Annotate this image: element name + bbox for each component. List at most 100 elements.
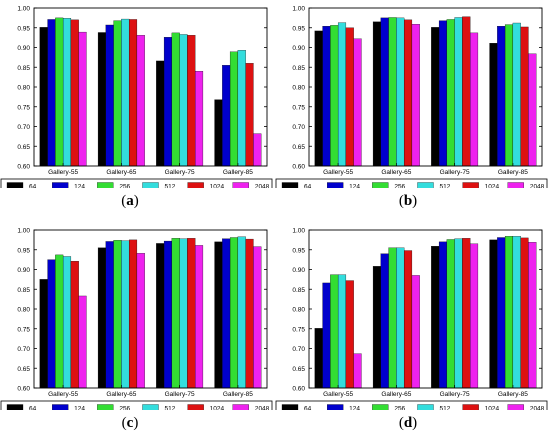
- bar-Gallery-85-2048: [528, 53, 537, 167]
- x-tick-label: Gallery-85: [223, 391, 253, 398]
- legend-swatch-1024: [187, 182, 204, 188]
- bar-Gallery-85-1024: [520, 26, 529, 167]
- bar-Gallery-65-64: [97, 32, 106, 167]
- bar-Gallery-85-512: [237, 50, 246, 167]
- bar-Gallery-55-512: [62, 256, 72, 389]
- bar-Gallery-65-64: [372, 266, 381, 389]
- bar-Gallery-55-1024: [70, 19, 79, 167]
- legend-swatch-64: [281, 404, 299, 410]
- legend-swatch-512: [417, 404, 434, 410]
- bar-Gallery-65-2048: [136, 35, 145, 167]
- bar-Gallery-65-256: [388, 247, 397, 389]
- legend-label-1024: 1024: [210, 406, 225, 411]
- bar-Gallery-75-2048: [470, 243, 479, 389]
- x-tick-label: Gallery-85: [498, 391, 528, 398]
- bar-Gallery-85-2048: [253, 133, 262, 167]
- legend-swatch-124: [52, 182, 69, 188]
- y-tick-label: 0.95: [17, 25, 30, 32]
- legend-swatch-1024: [462, 182, 479, 188]
- caption-a: (a): [121, 193, 139, 209]
- legend-label-124: 124: [74, 406, 85, 411]
- bar-Gallery-85-2048: [253, 246, 262, 389]
- x-tick-label: Gallery-65: [106, 169, 136, 176]
- caption-d: (d): [398, 415, 418, 431]
- bar-Gallery-55-512: [62, 18, 72, 167]
- plot-frame: [33, 7, 268, 167]
- legend-label-512: 512: [440, 184, 451, 189]
- legend-label-256: 256: [394, 184, 405, 189]
- legend-swatch-256: [97, 182, 114, 188]
- bar-Gallery-85-512: [512, 22, 521, 167]
- y-tick-label: 0.60: [17, 386, 30, 393]
- bar-Gallery-85-124: [222, 238, 231, 389]
- bar-Gallery-65-2048: [411, 275, 420, 389]
- bar-Gallery-55-124: [322, 282, 331, 389]
- bar-Gallery-55-1024: [345, 280, 354, 389]
- y-tick-label: 0.85: [292, 287, 305, 294]
- chart-panel-d: 0.60 0.65 0.70 0.75 0.80 0.85 0.90 0.95 1.00 Gall…: [275, 228, 548, 411]
- y-tick-label: 0.80: [17, 307, 30, 314]
- bar-Gallery-65-512: [396, 247, 405, 389]
- legend-swatch-2048: [232, 182, 249, 188]
- bar-Gallery-75-512: [454, 238, 463, 389]
- bar-Gallery-75-64: [431, 27, 440, 167]
- bar-Gallery-75-124: [438, 20, 448, 167]
- x-tick-label: Gallery-55: [323, 169, 353, 176]
- bar-Gallery-55-64: [314, 328, 323, 389]
- legend-label-124: 124: [349, 406, 360, 411]
- y-tick-label: 0.75: [292, 104, 305, 111]
- legend-label-2048: 2048: [530, 184, 545, 189]
- bar-Gallery-85-64: [214, 241, 223, 389]
- bar-Gallery-85-124: [222, 65, 231, 167]
- x-tick-label: Gallery-75: [165, 169, 195, 176]
- legend-label-256: 256: [394, 406, 405, 411]
- bar-Gallery-75-124: [163, 240, 173, 389]
- bar-Gallery-85-64: [489, 239, 498, 389]
- bar-Gallery-65-1024: [128, 239, 138, 389]
- y-tick-label: 0.60: [17, 164, 30, 171]
- bar-Gallery-75-1024: [187, 35, 196, 167]
- x-tick-label: Gallery-75: [440, 169, 470, 176]
- bar-Gallery-65-124: [105, 24, 114, 167]
- y-tick-label: 0.60: [292, 386, 305, 393]
- bar-Gallery-85-512: [237, 236, 246, 389]
- y-tick-label: 1.00: [292, 228, 305, 235]
- legend-label-64: 64: [304, 406, 312, 411]
- legend-swatch-512: [142, 182, 159, 188]
- legend-label-512: 512: [165, 184, 176, 189]
- bar-Gallery-55-64: [39, 279, 48, 389]
- bar-Gallery-75-512: [179, 34, 188, 167]
- legend-swatch-256: [372, 182, 389, 188]
- y-tick-label: 0.65: [292, 366, 305, 373]
- legend-label-124: 124: [74, 184, 85, 189]
- bar-Gallery-85-256: [229, 237, 239, 389]
- bar-Gallery-65-1024: [403, 250, 413, 389]
- legend-box: [0, 178, 273, 188]
- chart-panel-a: 0.60 0.65 0.70 0.75 0.80 0.85 0.90 0.95 1.00 Gall…: [0, 6, 273, 189]
- bar-Gallery-75-64: [156, 243, 165, 389]
- bar-Gallery-65-512: [121, 18, 130, 167]
- legend-box: [0, 400, 273, 410]
- legend-label-64: 64: [29, 184, 37, 189]
- x-tick-label: Gallery-85: [223, 169, 253, 176]
- y-tick-label: 0.95: [292, 25, 305, 32]
- bar-Gallery-65-256: [388, 17, 397, 167]
- legend-swatch-2048: [232, 404, 249, 410]
- bar-Gallery-55-124: [322, 26, 331, 167]
- bar-Gallery-85-124: [497, 237, 506, 389]
- bar-Gallery-65-2048: [411, 24, 420, 167]
- y-tick-label: 0.65: [17, 144, 30, 151]
- bar-Gallery-65-2048: [136, 253, 145, 389]
- y-tick-label: 0.70: [292, 346, 305, 353]
- y-tick-label: 0.80: [17, 85, 30, 92]
- bar-Gallery-55-1024: [70, 261, 79, 389]
- bar-Gallery-85-256: [504, 24, 514, 167]
- legend-label-64: 64: [29, 406, 37, 411]
- bar-Gallery-75-1024: [462, 16, 471, 167]
- legend-label-1024: 1024: [485, 406, 500, 411]
- caption-b: (b): [398, 193, 418, 209]
- legend-label-2048: 2048: [255, 406, 270, 411]
- bar-Gallery-55-2048: [353, 38, 362, 167]
- x-tick-label: Gallery-65: [381, 169, 411, 176]
